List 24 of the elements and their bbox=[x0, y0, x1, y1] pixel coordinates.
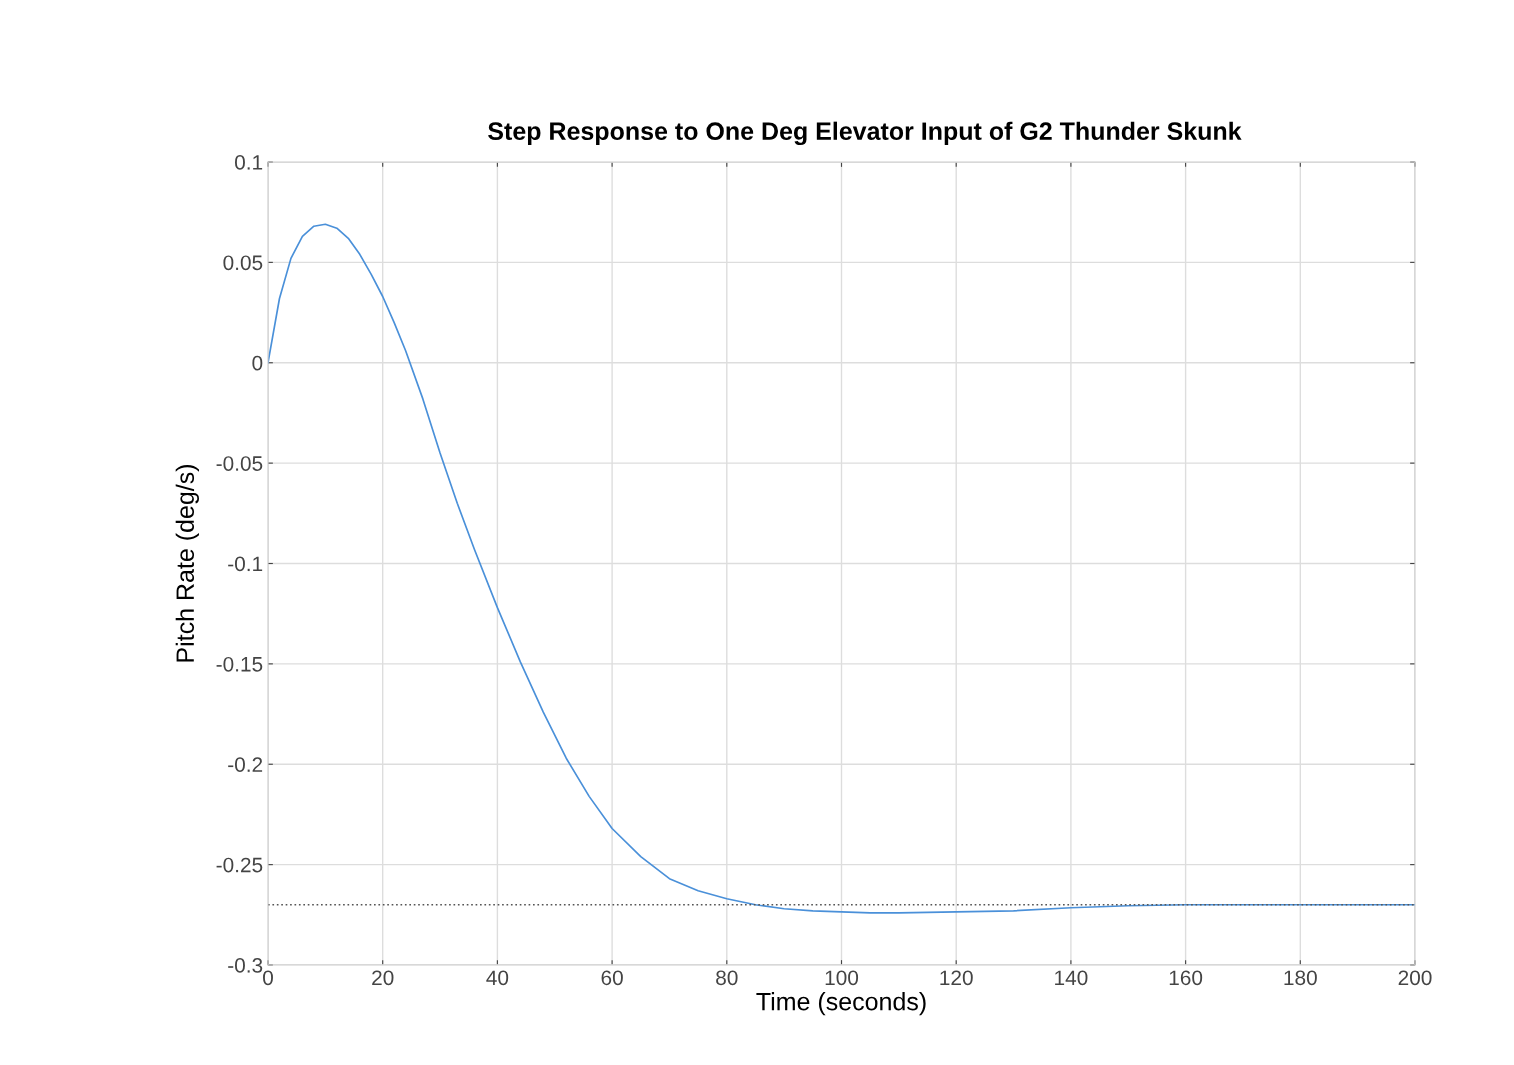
x-tick-label: 80 bbox=[716, 970, 738, 986]
x-tick-label: 40 bbox=[486, 970, 509, 986]
x-axis-title: Time (seconds) bbox=[756, 992, 926, 1016]
y-tick-label: 0.05 bbox=[223, 255, 263, 271]
x-tick-label: 140 bbox=[1055, 970, 1088, 986]
x-tick-label: 160 bbox=[1169, 970, 1203, 986]
x-tick-label: 0 bbox=[263, 970, 273, 986]
line-series bbox=[268, 223, 1415, 914]
y-tick-label: -0.2 bbox=[228, 757, 263, 772]
chart-title: Step Response to One Deg Elevator Input of G2 Thunder Skunk bbox=[488, 121, 1242, 146]
y-tick-label: -0.1 bbox=[228, 556, 263, 572]
x-tick-label: 60 bbox=[601, 970, 623, 986]
y-tick-label: -0.15 bbox=[216, 656, 263, 672]
y-tick-label: 0.1 bbox=[234, 155, 263, 170]
y-tick-label: -0.05 bbox=[216, 456, 263, 471]
x-tick-label: 200 bbox=[1398, 970, 1432, 986]
y-axis-title: Pitch Rate (deg/s) bbox=[175, 465, 199, 662]
y-tick-label: 0 bbox=[252, 355, 263, 371]
y-tick-label: -0.3 bbox=[228, 958, 263, 973]
x-tick-label: 180 bbox=[1284, 970, 1317, 986]
x-tick-label: 20 bbox=[372, 970, 394, 986]
x-tick-label: 120 bbox=[940, 970, 973, 986]
x-tick-label: 100 bbox=[825, 970, 859, 986]
y-tick-label: -0.25 bbox=[216, 857, 263, 873]
